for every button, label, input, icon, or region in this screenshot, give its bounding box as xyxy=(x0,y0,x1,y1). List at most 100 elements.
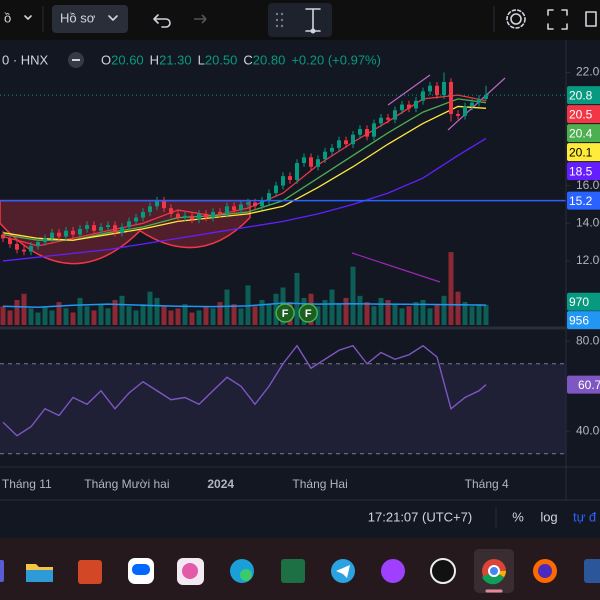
legend-value: 21.30 xyxy=(159,52,192,67)
event-marker-label: F xyxy=(282,308,289,320)
undo-icon[interactable] xyxy=(153,14,171,28)
word-icon[interactable] xyxy=(584,559,600,583)
settings-icon[interactable] xyxy=(510,13,522,25)
redo-icon[interactable] xyxy=(194,14,207,24)
volume-bar xyxy=(0,306,6,325)
candle-body xyxy=(134,217,138,222)
volume-bar xyxy=(420,300,426,325)
volume-bar xyxy=(343,297,349,325)
candle-body xyxy=(92,225,96,231)
volume-bar xyxy=(448,252,454,325)
candle-body xyxy=(197,213,201,220)
price-label-box xyxy=(567,143,600,162)
volume-ma-line xyxy=(2,302,487,309)
volume-bar xyxy=(7,310,13,325)
log-toggle[interactable]: log xyxy=(540,509,557,524)
candle-body xyxy=(428,85,432,92)
chrome-center xyxy=(488,565,500,577)
price-label-box xyxy=(567,191,600,210)
volume-bar xyxy=(105,308,111,325)
firefox-globe xyxy=(538,564,552,578)
percent-toggle[interactable]: % xyxy=(512,509,524,524)
rsi-line xyxy=(2,344,487,437)
chevron[interactable] xyxy=(24,15,32,20)
candle-body xyxy=(183,215,187,218)
excel-icon[interactable] xyxy=(281,559,305,583)
y-tick-label: 80.00 xyxy=(576,333,600,347)
volume-bar xyxy=(483,304,489,325)
price-label: 20.1 xyxy=(569,145,593,159)
volume-bar xyxy=(203,306,209,325)
volume-bar xyxy=(238,308,244,325)
app-icon[interactable] xyxy=(430,558,456,584)
candle-body xyxy=(365,129,369,137)
profile-label[interactable]: Hồ sơ xyxy=(60,10,96,25)
powerpoint-icon[interactable] xyxy=(78,560,102,584)
profile-button[interactable] xyxy=(52,5,128,33)
volume-label: 956 xyxy=(569,313,589,327)
candle-body xyxy=(29,245,33,252)
candle-body xyxy=(218,211,222,214)
drawing-toolbar[interactable] xyxy=(268,3,332,37)
candle-body xyxy=(50,232,54,239)
legend-key: H xyxy=(150,52,159,67)
candle-body xyxy=(421,91,425,101)
candle-body xyxy=(15,243,19,250)
x-tick-label: Tháng 11 xyxy=(2,477,52,491)
candle-body xyxy=(1,234,5,239)
volume-bar xyxy=(196,310,202,325)
trend-line xyxy=(351,252,441,283)
candle-body xyxy=(155,200,159,207)
candle-body xyxy=(407,104,411,109)
legend-key: L xyxy=(198,52,205,67)
folder-band xyxy=(26,570,53,582)
candle-body xyxy=(225,206,229,214)
auto-toggle[interactable]: tự đ xyxy=(573,509,597,524)
volume-bar xyxy=(273,293,279,325)
candle-body xyxy=(176,213,180,218)
volume-bar xyxy=(378,297,384,325)
volume-bar xyxy=(91,310,97,325)
rsi-label-box xyxy=(567,375,600,394)
toolbar-item[interactable]: ồ xyxy=(4,10,11,25)
settings-gear[interactable] xyxy=(506,9,526,29)
taskbar-icons xyxy=(0,549,600,593)
candle-body xyxy=(64,230,68,237)
candle-body xyxy=(106,225,110,228)
rsi-label: 60.7 xyxy=(578,378,600,392)
candle-body xyxy=(393,110,397,120)
candle-body xyxy=(127,221,131,228)
volume-bar xyxy=(399,308,405,325)
price-label-box xyxy=(567,124,600,143)
y-tick-label: 14.00 xyxy=(576,215,600,229)
volume-bar xyxy=(406,306,412,325)
candle-body xyxy=(36,242,40,246)
app-icon[interactable] xyxy=(0,560,4,582)
messenger-icon[interactable] xyxy=(381,559,405,583)
candle-body xyxy=(99,227,103,231)
volume-bar xyxy=(35,312,41,325)
volume-bar xyxy=(224,289,230,325)
camera-icon[interactable] xyxy=(585,11,597,27)
chevron[interactable] xyxy=(108,15,118,21)
volume-bar xyxy=(140,304,146,325)
candle-body xyxy=(477,98,481,103)
candle-body xyxy=(232,206,236,211)
volume-bar xyxy=(364,302,370,325)
fullscreen-icon[interactable] xyxy=(547,9,568,30)
volume-bar xyxy=(210,308,216,325)
candle-body xyxy=(281,176,285,186)
candle-body xyxy=(148,206,152,212)
volume-bar xyxy=(336,304,342,325)
price-label: 15.2 xyxy=(569,194,593,208)
measure-dot xyxy=(310,28,316,34)
candle-body xyxy=(260,200,264,207)
drag-handle[interactable] xyxy=(275,12,284,28)
volume-bar xyxy=(259,300,265,325)
volume-bar xyxy=(350,266,356,325)
candle-body xyxy=(57,232,61,237)
candle-body xyxy=(8,238,12,244)
price-label: 20.5 xyxy=(569,107,593,121)
